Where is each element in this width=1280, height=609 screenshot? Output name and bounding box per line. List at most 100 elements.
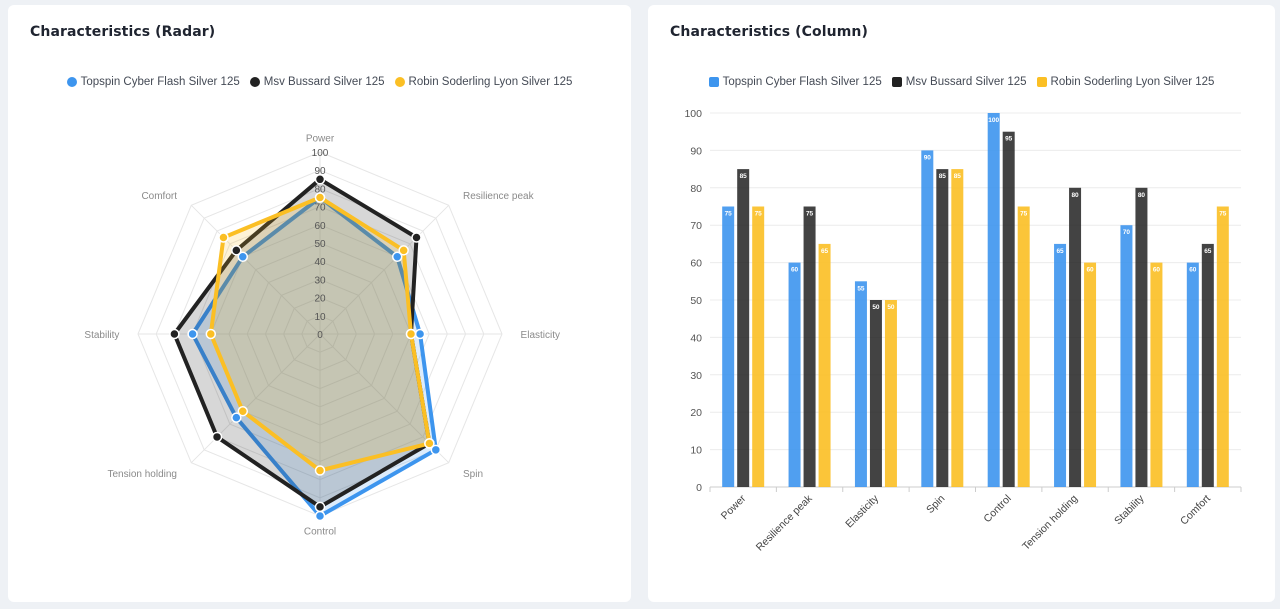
radar-scale-label: 70: [314, 203, 326, 214]
radar-scale-label: 10: [314, 312, 326, 323]
column-data-label: 50: [872, 304, 880, 311]
legend-marker-topspin: [66, 77, 77, 87]
column-bar-robin-soderling-lyon-silver-125-stability: [1150, 262, 1163, 487]
radar-scale-label: 60: [314, 221, 326, 232]
radar-axis-label-power: Power: [306, 133, 335, 144]
column-bar-robin-soderling-lyon-silver-125-elasticity: [884, 300, 897, 487]
column-data-label: 60: [791, 267, 799, 274]
radar-axis-label-stability: Stability: [84, 330, 119, 341]
column-y-tick-label: 90: [690, 145, 702, 157]
radar-scale-label: 90: [314, 166, 326, 177]
legend-item-msv[interactable]: Msv Bussard Silver 125: [249, 76, 385, 88]
column-bar-topspin-cyber-flash-silver-125-control: [987, 113, 1000, 487]
legend-label-msv: Msv Bussard Silver 125: [263, 76, 385, 88]
column-x-label-control: Control: [981, 493, 1013, 525]
radar-legend: Topspin Cyber Flash Silver 125 Msv Bussa…: [8, 76, 631, 88]
column-y-tick-label: 10: [690, 445, 702, 457]
column-data-label: 90: [924, 154, 932, 161]
radar-card: Characteristics (Radar) Topspin Cyber Fl…: [8, 5, 631, 602]
column-legend-marker-msv: [891, 77, 902, 87]
radar-points-topspin-cyber-flash-silver-125: [187, 192, 442, 522]
legend-label-robin: Robin Soderling Lyon Silver 125: [408, 76, 573, 88]
column-y-tick-label: 50: [690, 295, 702, 307]
column-bar-msv-bussard-silver-125-resilience-peak: [803, 206, 816, 487]
radar-point: [391, 251, 403, 263]
column-data-label: 65: [1056, 248, 1064, 255]
column-legend-item-msv[interactable]: Msv Bussard Silver 125: [891, 76, 1027, 88]
column-y-tick-label: 0: [696, 482, 702, 494]
radar-point: [211, 431, 223, 443]
radar-point: [424, 438, 435, 449]
column-bar-msv-bussard-silver-125-control: [1002, 131, 1015, 487]
radar-point: [187, 328, 198, 340]
column-data-label: 80: [1071, 192, 1079, 199]
radar-axis-label-elasticity: Elasticity: [521, 330, 560, 341]
legend-item-topspin[interactable]: Topspin Cyber Flash Silver 125: [66, 76, 240, 88]
column-legend-marker-robin: [1036, 77, 1047, 87]
column-legend-marker-topspin: [708, 77, 719, 87]
radar-scale-label: 80: [314, 184, 326, 195]
column-bar-msv-bussard-silver-125-tension-holding: [1069, 187, 1082, 488]
column-data-label: 85: [939, 173, 947, 180]
column-data-label: 50: [887, 304, 895, 311]
radar-axis-labels: Power Resilience peak Elasticity Spin Contro…: [84, 133, 560, 537]
column-data-label: 85: [740, 173, 748, 180]
column-x-label-comfort: Comfort: [1178, 493, 1213, 528]
legend-marker-robin: [394, 77, 405, 87]
column-bar-robin-soderling-lyon-silver-125-spin: [951, 169, 964, 487]
radar-point: [405, 328, 417, 340]
radar-axis-label-resilience-peak: Resilience peak: [463, 191, 535, 202]
column-bar-topspin-cyber-flash-silver-125-comfort: [1186, 262, 1199, 487]
column-bar-topspin-cyber-flash-silver-125-elasticity: [854, 281, 867, 487]
column-legend-label-topspin: Topspin Cyber Flash Silver 125: [722, 76, 882, 88]
radar-point: [430, 444, 442, 456]
column-bar-msv-bussard-silver-125-spin: [936, 169, 949, 487]
legend-item-robin[interactable]: Robin Soderling Lyon Silver 125: [394, 76, 573, 88]
column-legend-item-topspin[interactable]: Topspin Cyber Flash Silver 125: [708, 76, 882, 88]
radar-card-title: Characteristics (Radar): [30, 24, 216, 40]
radar-spoke: [319, 204, 450, 335]
radar-scale-label: 100: [312, 148, 329, 159]
column-legend-label-msv: Msv Bussard Silver 125: [905, 76, 1027, 88]
column-legend-label-robin: Robin Soderling Lyon Silver 125: [1050, 76, 1215, 88]
column-y-tick-label: 40: [690, 332, 702, 344]
radar-point: [231, 245, 242, 256]
radar-scale-label: 20: [314, 294, 326, 305]
legend-marker-msv: [249, 77, 260, 87]
column-bar-msv-bussard-silver-125-elasticity: [869, 300, 882, 487]
column-data-label: 75: [755, 211, 763, 218]
radar-point: [414, 328, 426, 340]
column-bar-msv-bussard-silver-125-comfort: [1201, 243, 1214, 487]
column-legend-item-robin[interactable]: Robin Soderling Lyon Silver 125: [1036, 76, 1215, 88]
radar-point: [411, 232, 422, 243]
column-data-label: 65: [821, 248, 829, 255]
column-y-tick-label: 100: [684, 108, 702, 120]
radar-point: [398, 245, 409, 256]
column-x-label-spin: Spin: [924, 493, 947, 516]
radar-scale-label: 30: [314, 275, 326, 286]
column-x-label-stability: Stability: [1112, 492, 1147, 527]
radar-point: [314, 465, 326, 476]
radar-point: [169, 328, 180, 340]
radar-point: [314, 174, 326, 185]
radar-spoke: [190, 204, 321, 335]
column-bar-robin-soderling-lyon-silver-125-tension-holding: [1084, 262, 1097, 487]
column-data-label: 100: [988, 117, 999, 124]
column-bar-msv-bussard-silver-125-stability: [1135, 187, 1148, 488]
column-bar-robin-soderling-lyon-silver-125-control: [1017, 206, 1030, 487]
column-data-label: 85: [954, 173, 962, 180]
column-bar-robin-soderling-lyon-silver-125-comfort: [1216, 206, 1229, 487]
column-bars: 75 85 75 Power 60 75 65 Resilience peak 55 50 50 El…: [709, 113, 1229, 554]
column-y-tick-label: 70: [690, 220, 702, 232]
radar-scale-label: 50: [314, 239, 326, 250]
column-data-label: 75: [1219, 211, 1227, 218]
column-data-label: 95: [1005, 136, 1013, 143]
radar-scale-label: 40: [314, 257, 326, 268]
column-x-label-power: Power: [719, 492, 749, 522]
column-bar-robin-soderling-lyon-silver-125-resilience-peak: [818, 243, 831, 487]
column-y-tick-label: 80: [690, 183, 702, 195]
radar-point: [218, 232, 229, 243]
column-data-label: 75: [806, 211, 814, 218]
column-data-label: 80: [1138, 192, 1146, 199]
